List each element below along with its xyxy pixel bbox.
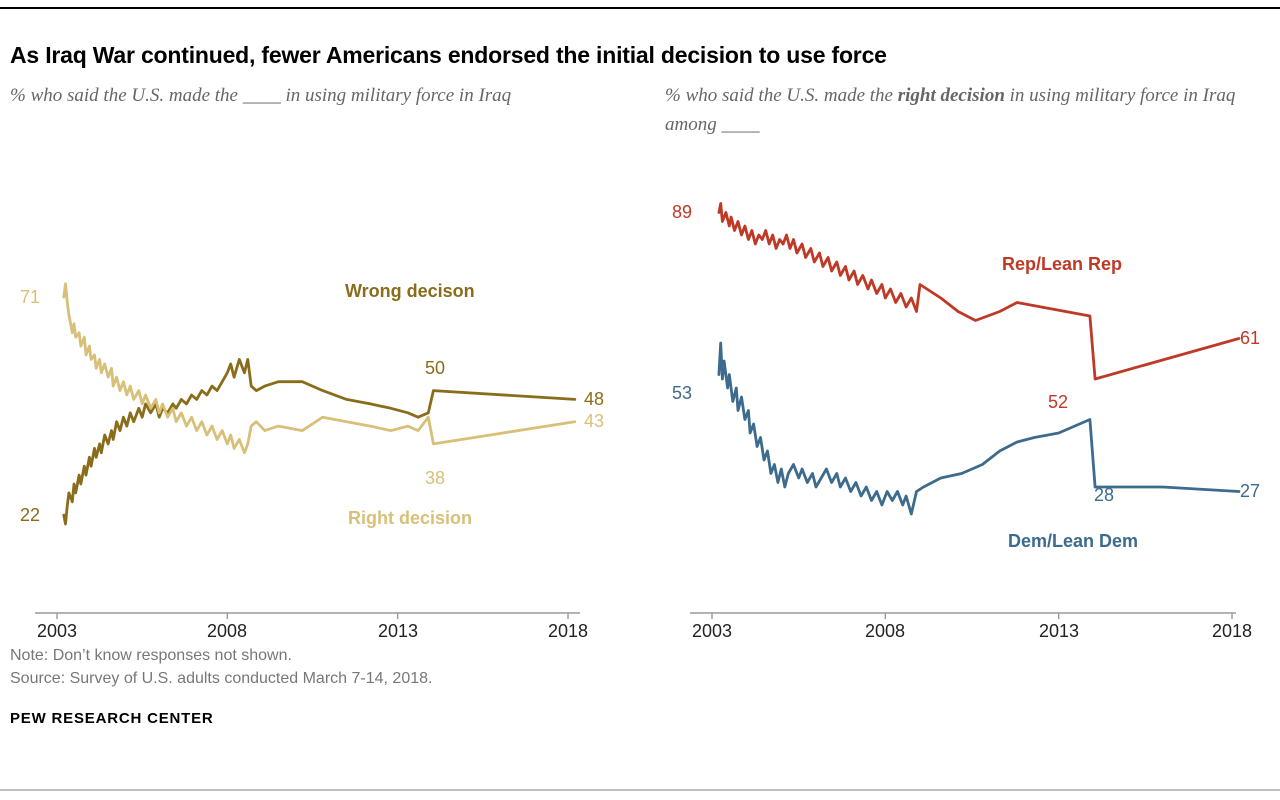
- left-chart-subtitle: % who said the U.S. made the ____ in usi…: [10, 82, 572, 111]
- right-x-tick-2013: 2013: [1038, 621, 1080, 641]
- label-dem-end-value: 27: [1240, 481, 1261, 501]
- label-wrong-decision-start-value: 22: [19, 505, 40, 525]
- top-border: [0, 7, 1280, 9]
- label-wrong-decision-mid-value: 50: [424, 358, 446, 378]
- label-dem-mid-value: 28: [1093, 485, 1115, 505]
- series-label-rep-lean-rep: Rep/Lean Rep: [1002, 254, 1123, 274]
- series-line-dem: [717, 341, 1241, 516]
- right-chart-subtitle: % who said the U.S. made the right decis…: [665, 82, 1255, 139]
- right-x-tick-2018: 2018: [1211, 621, 1253, 641]
- right-chart-subtitle-pre: % who said the U.S. made the: [665, 85, 898, 106]
- label-rep-mid-value: 52: [1047, 392, 1069, 412]
- series-line-rep: [717, 202, 1241, 381]
- series-line-wrong: [62, 357, 577, 526]
- label-wrong-decision-end-value: 48: [584, 389, 605, 409]
- right-chart-subtitle-bold: right decision: [897, 85, 1005, 106]
- left-x-tick-2008: 2008: [206, 621, 248, 641]
- left-x-tick-2013: 2013: [377, 621, 419, 641]
- label-rep-end-value: 61: [1240, 328, 1261, 348]
- label-right-decision-start-value: 71: [19, 287, 40, 307]
- label-rep-start-value: 89: [671, 202, 692, 222]
- label-right-decision-end-value: 43: [584, 411, 605, 431]
- right-x-tick-2003: 2003: [691, 621, 733, 641]
- left-chart-subtitle-text: % who said the U.S. made the ____ in usi…: [10, 85, 512, 106]
- brand-pew-research-center: PEW RESEARCH CENTER: [10, 710, 214, 727]
- bottom-border: [0, 789, 1280, 791]
- label-dem-start-value: 53: [671, 383, 692, 403]
- source-text: Source: Survey of U.S. adults conducted …: [10, 670, 433, 687]
- series-label-dem-lean-dem: Dem/Lean Dem: [1008, 531, 1139, 551]
- note-text: Note: Don’t know responses not shown.: [10, 647, 292, 664]
- right-x-tick-2008: 2008: [864, 621, 906, 641]
- left-x-tick-2003: 2003: [36, 621, 78, 641]
- series-label-right-decision: Right decision: [348, 508, 473, 528]
- left-x-tick-2018: 2018: [547, 621, 589, 641]
- series-label-wrong-decision: Wrong decison: [345, 281, 475, 301]
- series-line-right: [62, 282, 577, 455]
- page-title: As Iraq War continued, fewer Americans e…: [10, 42, 887, 69]
- right-chart-subtitle-post: in using military force in Iraq among __…: [665, 85, 1236, 135]
- label-right-decision-mid-value: 38: [424, 468, 446, 488]
